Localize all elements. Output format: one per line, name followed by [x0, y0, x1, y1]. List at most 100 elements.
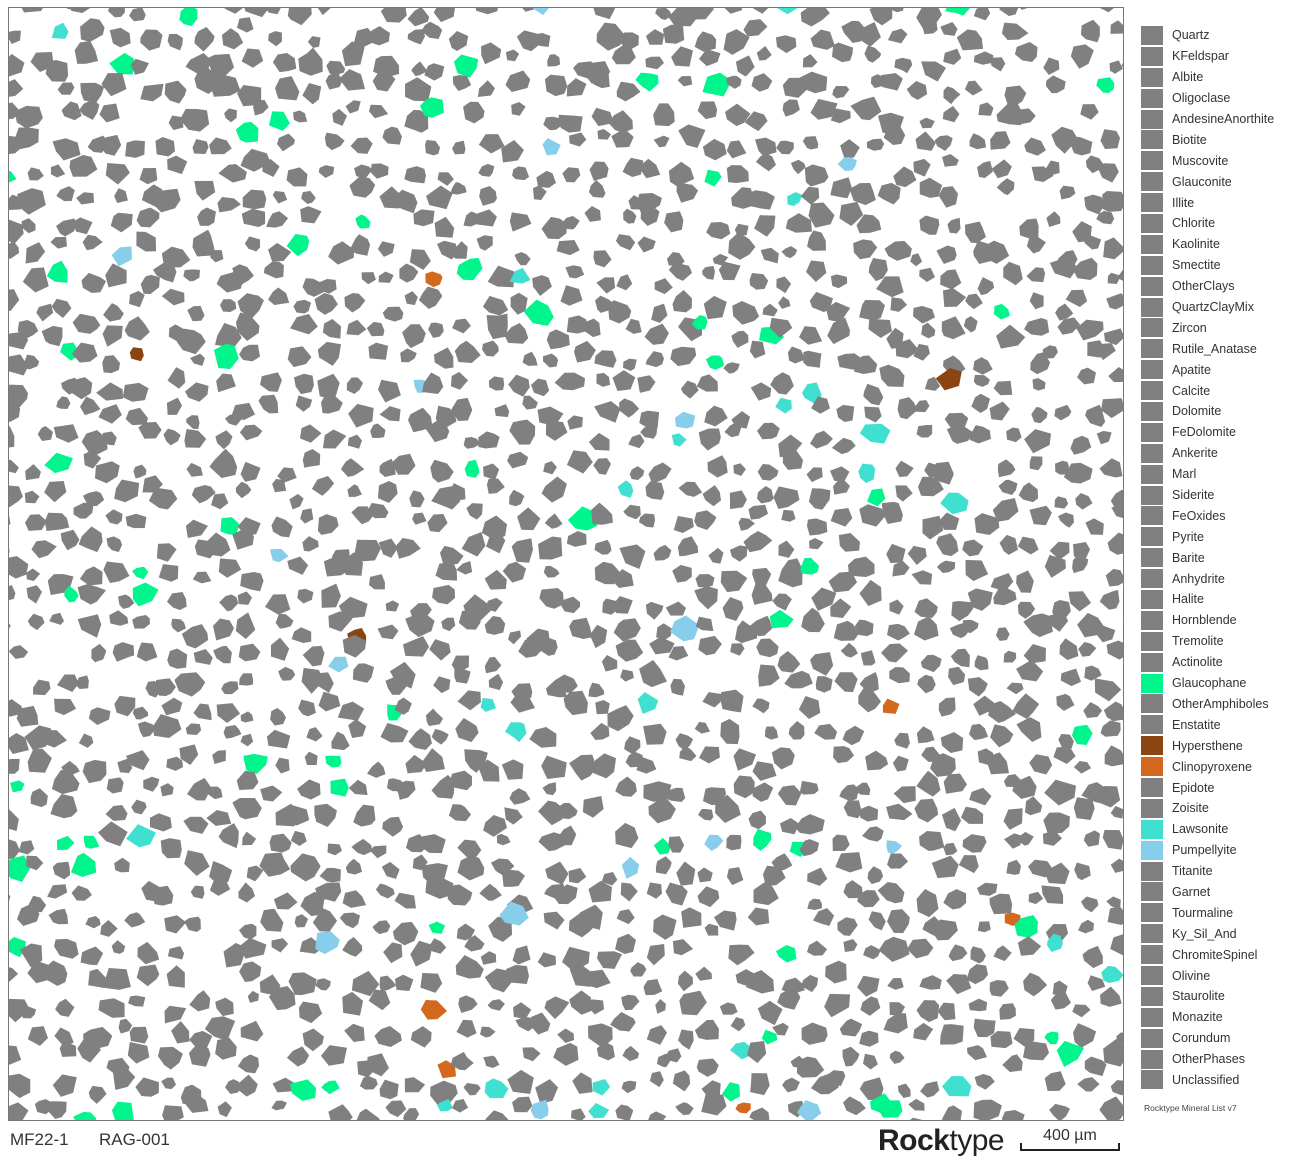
- mineral-grain: [745, 190, 775, 210]
- mineral-grain: [463, 1082, 481, 1096]
- mineral-grain: [1098, 343, 1116, 361]
- mineral-grain: [623, 504, 641, 520]
- mineral-grain: [378, 538, 398, 558]
- legend-item: Dolomite: [1141, 401, 1301, 422]
- mineral-grain: [591, 502, 613, 525]
- mineral-grain: [192, 571, 212, 584]
- mineral-grain: [545, 679, 568, 698]
- mineral-grain: [862, 1053, 878, 1070]
- mineral-grain: [757, 1000, 783, 1026]
- mineral-grain: [125, 750, 150, 771]
- mineral-grain: [325, 755, 342, 768]
- mineral-grain: [694, 510, 717, 530]
- mineral-grain: [943, 86, 961, 105]
- mineral-grain: [375, 883, 395, 899]
- mineral-grain: [287, 8, 312, 26]
- mineral-grain: [14, 127, 39, 150]
- mineral-grain: [192, 138, 209, 155]
- mineral-grain: [859, 299, 886, 321]
- mineral-grain: [704, 923, 719, 936]
- mineral-grain: [596, 22, 626, 51]
- legend-swatch: [1141, 527, 1163, 547]
- mineral-grain: [1084, 194, 1105, 215]
- mineral-grain: [853, 239, 878, 260]
- mineral-grain: [831, 437, 856, 455]
- mineral-grain: [608, 110, 633, 133]
- mineral-grain: [602, 598, 619, 615]
- mineral-grain: [499, 901, 529, 926]
- mineral-grain: [78, 733, 94, 748]
- mineral-grain: [1103, 237, 1123, 260]
- mineral-grain: [636, 756, 657, 774]
- mineral-grain: [425, 271, 443, 288]
- mineral-grain: [9, 289, 20, 312]
- mineral-grain: [933, 461, 954, 485]
- mineral-grain: [644, 323, 669, 345]
- legend-label: OtherPhases: [1172, 1052, 1245, 1067]
- mineral-grain: [843, 880, 863, 899]
- mineral-grain: [1022, 1041, 1050, 1061]
- mineral-grain: [541, 755, 567, 780]
- mineral-grain: [894, 732, 910, 749]
- mineral-grain: [639, 410, 660, 430]
- mineral-grain: [537, 952, 556, 968]
- mineral-grain: [1048, 613, 1069, 632]
- mineral-grain: [431, 728, 449, 745]
- mineral-grain: [512, 166, 530, 181]
- mineral-grain: [841, 20, 865, 43]
- mineral-grain: [596, 372, 611, 387]
- mineral-grain: [55, 998, 75, 1017]
- mineral-grain: [193, 703, 212, 721]
- mineral-grain: [504, 964, 529, 984]
- mineral-grain: [999, 1003, 1016, 1020]
- mineral-grain: [781, 509, 796, 522]
- mineral-grain: [394, 697, 412, 715]
- mineral-grain: [1055, 460, 1069, 475]
- mineral-grain: [702, 265, 715, 280]
- mineral-grain: [695, 574, 715, 588]
- mineral-grain: [31, 540, 57, 559]
- mineral-grain: [619, 398, 640, 418]
- legend-label: Biotite: [1172, 132, 1207, 147]
- mineral-grain: [859, 504, 885, 527]
- mineral-grain: [117, 758, 133, 774]
- mineral-grain: [677, 1029, 694, 1050]
- mineral-grain: [485, 1110, 509, 1120]
- mineral-grain: [679, 745, 697, 762]
- legend-item: Ky_Sil_And: [1141, 923, 1301, 944]
- legend-label: Smectite: [1172, 258, 1221, 273]
- mineral-grain: [529, 727, 557, 748]
- mineral-grain: [232, 264, 254, 286]
- mineral-grain: [293, 299, 312, 314]
- mineral-grain: [399, 263, 419, 283]
- mineral-grain: [18, 840, 35, 855]
- mineral-grain: [776, 140, 794, 155]
- mineral-grain: [593, 458, 612, 475]
- mineral-grain: [140, 83, 164, 102]
- mineral-grain: [348, 719, 367, 738]
- mineral-grain: [1044, 779, 1076, 806]
- mineral-grain: [232, 527, 254, 550]
- mineral-grain: [724, 8, 742, 14]
- mineral-grain: [9, 998, 30, 1023]
- mineral-grain: [993, 303, 1010, 320]
- mineral-grain: [615, 933, 636, 954]
- mineral-grain: [810, 652, 834, 676]
- mineral-grain: [715, 794, 741, 824]
- mineral-grain: [482, 295, 509, 316]
- mineral-grain: [1101, 965, 1123, 983]
- mineral-grain: [368, 342, 389, 360]
- mineral-grain: [620, 669, 634, 682]
- legend-item: OtherAmphiboles: [1141, 694, 1301, 715]
- mineral-grain: [655, 999, 666, 1014]
- legend-item: Monazite: [1141, 1007, 1301, 1028]
- mineral-grain: [705, 355, 725, 370]
- legend-swatch: [1141, 548, 1163, 568]
- mineral-grain: [886, 803, 913, 821]
- mineral-grain: [328, 611, 353, 632]
- mineral-grain: [857, 890, 880, 908]
- mineral-grain: [385, 600, 400, 612]
- mineral-grain: [1100, 720, 1121, 737]
- mineral-grain: [569, 132, 587, 147]
- mineral-grain: [72, 313, 101, 334]
